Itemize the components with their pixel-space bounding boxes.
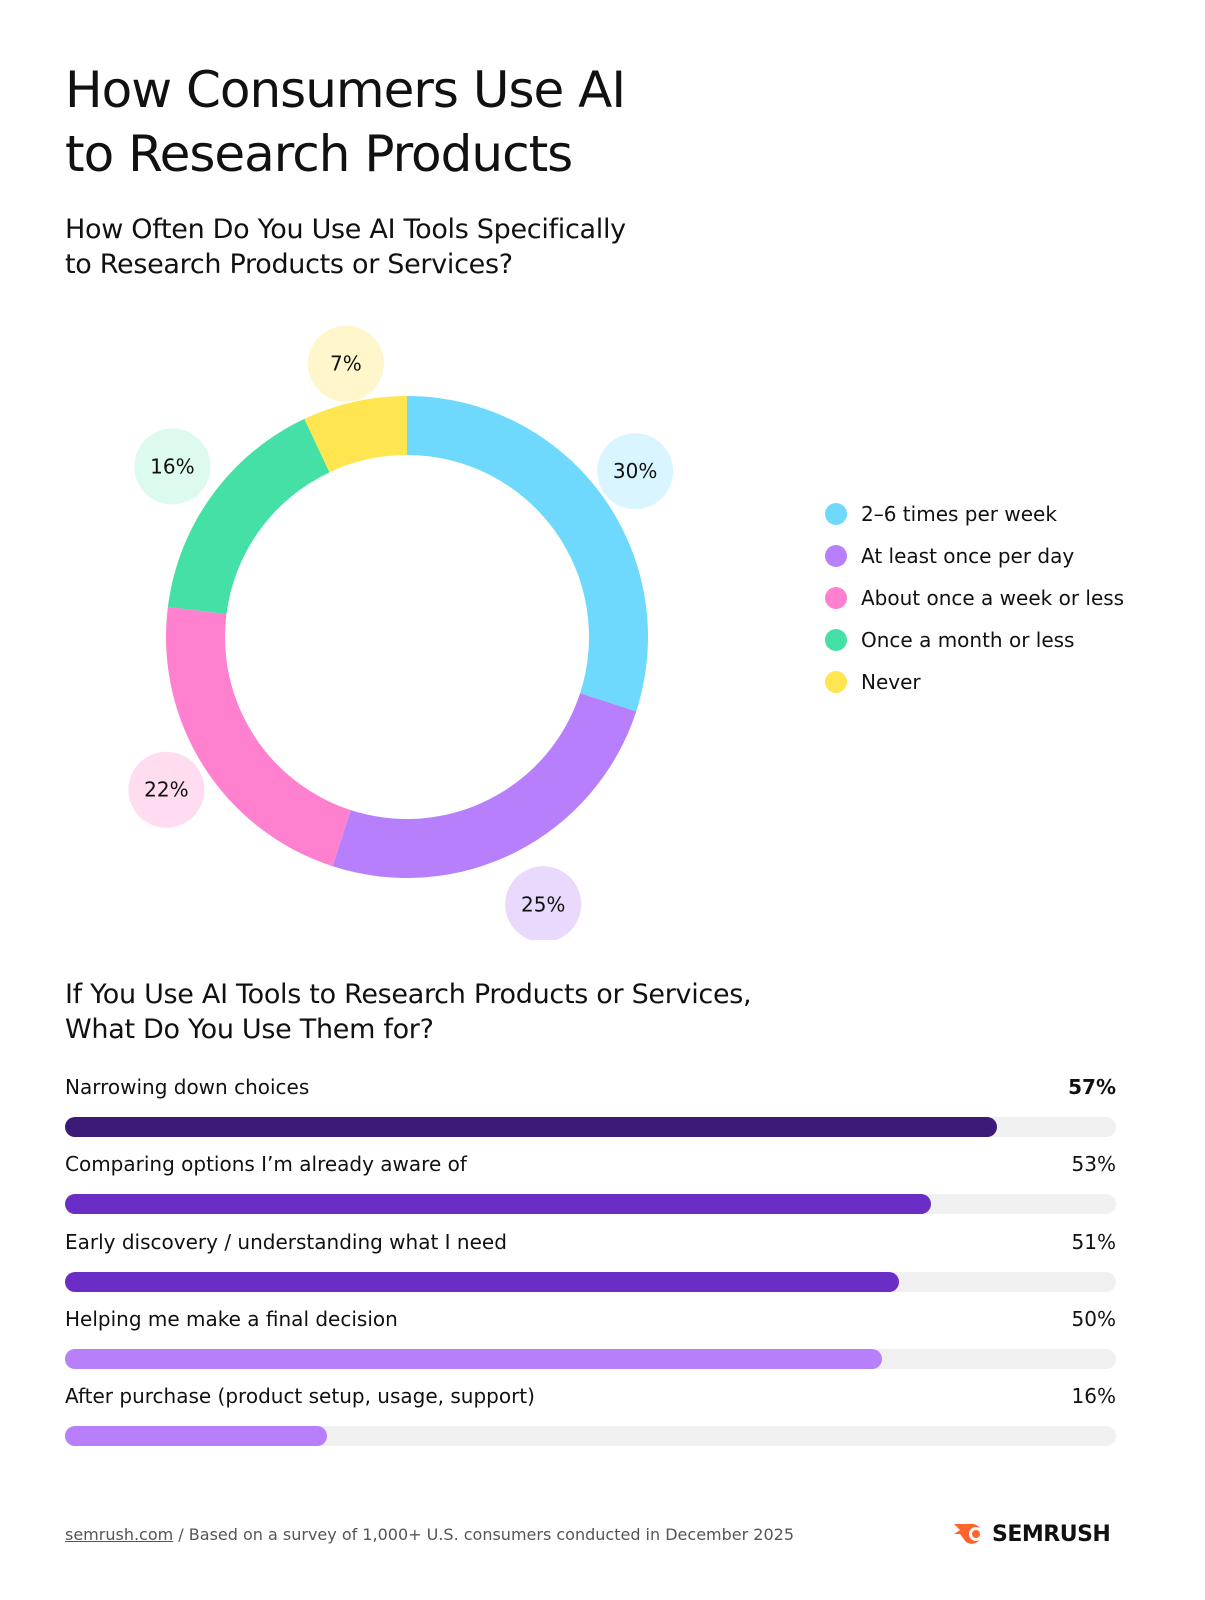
bar-track	[65, 1348, 1116, 1369]
bar-row: After purchase (product setup, usage, su…	[65, 1384, 1116, 1447]
bar-track	[65, 1194, 1116, 1215]
legend-item: At least once per day	[825, 535, 1124, 577]
donut-title-line-1: How Often Do You Use AI Tools Specifical…	[65, 214, 626, 245]
bar-track	[65, 1117, 1116, 1137]
donut-data-label: 16%	[150, 455, 194, 479]
bar-value-label: 53%	[1071, 1152, 1116, 1177]
bar-fill	[65, 1194, 932, 1215]
bar-row: Comparing options I’m already aware of 53…	[65, 1152, 1116, 1215]
title-line-2: to Research Products	[65, 125, 573, 183]
bar-row: Early discovery / understanding what I n…	[65, 1229, 1116, 1292]
bar-value-label: 16%	[1071, 1384, 1116, 1409]
donut-label-bubble-3	[134, 428, 211, 505]
donut-label-bubble-1	[505, 866, 582, 940]
donut-data-label: 30%	[613, 459, 657, 483]
legend-swatch	[825, 503, 847, 525]
bar-track	[65, 1426, 1116, 1447]
donut-label-bubble-4	[307, 325, 384, 402]
semrush-fire-icon	[954, 1523, 983, 1544]
donut-data-label: 22%	[144, 778, 188, 802]
donut-slice-2	[165, 606, 351, 867]
bar-track	[65, 1271, 1116, 1292]
donut-chart: 30% 25% 22% 16% 7%	[128, 325, 674, 940]
footer: semrush.com / Based on a survey of 1,000…	[65, 1525, 794, 1544]
donut-data-label: 7%	[330, 352, 362, 376]
donut-label-bubble-2	[128, 751, 205, 828]
legend: 2–6 times per week At least once per day A…	[825, 493, 1124, 703]
bar-row: Narrowing down choices 57%	[65, 1075, 1116, 1137]
title-line-1: How Consumers Use AI	[65, 61, 626, 119]
bar-value-label: 51%	[1071, 1229, 1116, 1254]
legend-item: About once a week or less	[825, 577, 1124, 619]
donut-label-bubble-0	[597, 433, 674, 510]
legend-label: At least once per day	[861, 544, 1075, 568]
bar-category-label: Comparing options I’m already aware of	[65, 1152, 467, 1177]
bar-title-line-1: If You Use AI Tools to Research Products…	[65, 979, 752, 1010]
legend-swatch	[825, 545, 847, 567]
legend-label: About once a week or less	[861, 586, 1125, 610]
legend-swatch	[825, 671, 847, 693]
main-title: How Consumers Use AI to Research Products	[65, 58, 626, 186]
bar-title-line-2: What Do You Use Them for?	[65, 1014, 434, 1045]
bar-title: If You Use AI Tools to Research Products…	[65, 977, 752, 1047]
bar-fill	[65, 1426, 327, 1447]
source-note: / Based on a survey of 1,000+ U.S. consu…	[173, 1525, 794, 1544]
bar-fill	[65, 1271, 899, 1292]
bar-category-label: Early discovery / understanding what I n…	[65, 1229, 507, 1254]
bar-fill	[65, 1117, 997, 1137]
legend-item: 2–6 times per week	[825, 493, 1124, 535]
donut-slice-3	[167, 418, 330, 615]
donut-title-line-2: to Research Products or Services?	[65, 249, 513, 280]
legend-item: Never	[825, 661, 1124, 703]
legend-label: Once a month or less	[861, 628, 1075, 652]
donut-slice-4	[304, 396, 407, 473]
logo-text: SEMRUSH	[992, 1521, 1111, 1547]
bar-category-label: Helping me make a final decision	[65, 1306, 398, 1331]
legend-item: Once a month or less	[825, 619, 1124, 661]
legend-label: 2–6 times per week	[861, 502, 1057, 526]
donut-title: How Often Do You Use AI Tools Specifical…	[65, 212, 626, 282]
donut-slice-1	[332, 693, 637, 879]
legend-swatch	[825, 629, 847, 651]
bar-value-label: 57%	[1068, 1075, 1116, 1099]
bar-value-label: 50%	[1071, 1306, 1116, 1331]
bar-row: Helping me make a final decision 50%	[65, 1306, 1116, 1369]
bar-category-label: Narrowing down choices	[65, 1075, 310, 1099]
source-link[interactable]: semrush.com	[65, 1525, 174, 1544]
legend-label: Never	[861, 670, 921, 694]
legend-swatch	[825, 587, 847, 609]
donut-data-label: 25%	[521, 892, 565, 916]
bar-fill	[65, 1348, 883, 1369]
semrush-logo: SEMRUSH	[952, 1520, 1111, 1548]
bar-category-label: After purchase (product setup, usage, su…	[65, 1384, 535, 1409]
donut-slice-0	[407, 396, 649, 712]
